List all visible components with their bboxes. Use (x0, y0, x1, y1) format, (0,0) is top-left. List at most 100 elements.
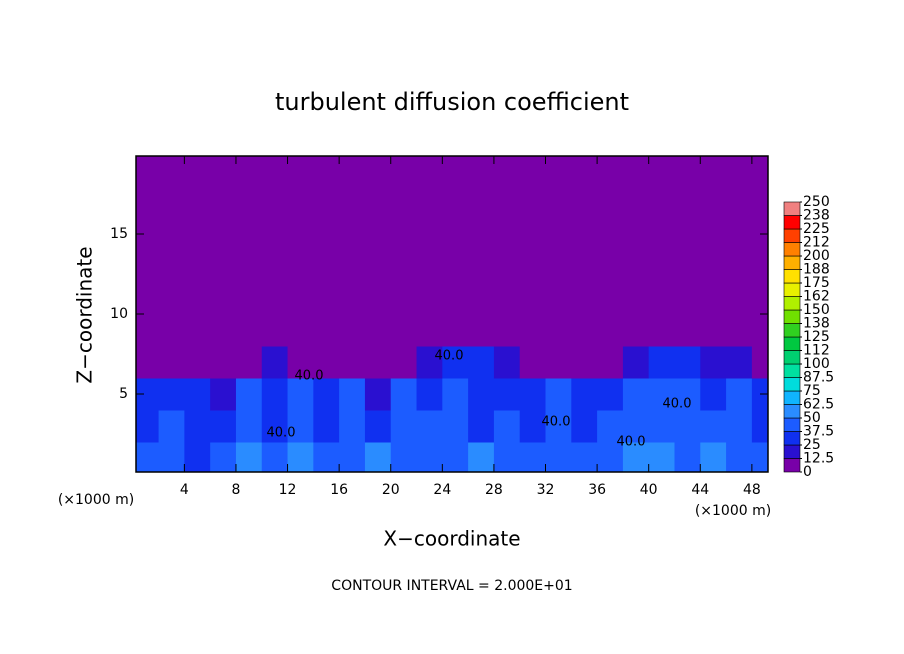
x-tick-label: 28 (485, 482, 503, 498)
cell (571, 346, 598, 379)
colorbar-label: 150 (803, 302, 830, 318)
cell (597, 442, 624, 472)
cell (390, 186, 418, 219)
cell (751, 346, 768, 379)
cell (597, 156, 624, 187)
colorbar-label: 212 (803, 235, 830, 251)
cell (364, 410, 392, 443)
cell (700, 282, 727, 315)
cell (468, 314, 495, 347)
cell (493, 186, 521, 219)
cell (726, 156, 753, 187)
cell (493, 314, 521, 347)
cell (493, 250, 521, 283)
x-tick-label: 32 (537, 482, 555, 498)
cell (519, 378, 547, 411)
cell (519, 410, 547, 443)
cell (493, 218, 521, 251)
cell (235, 282, 263, 315)
contour-label: 40.0 (542, 415, 571, 430)
cell (726, 250, 753, 283)
cell (597, 250, 624, 283)
cell (364, 346, 392, 379)
cell (235, 186, 263, 219)
cell (210, 156, 237, 187)
colorbar-segment (783, 309, 801, 324)
cell (339, 218, 366, 251)
cell (597, 282, 624, 315)
cell (390, 346, 418, 379)
cell (545, 314, 572, 347)
cell (235, 410, 263, 443)
cell (751, 186, 768, 219)
cell (622, 186, 650, 219)
x-tick-label: 16 (330, 482, 348, 498)
colorbar-segment (783, 431, 801, 446)
cell (493, 282, 521, 315)
cell (674, 186, 701, 219)
cell (261, 282, 289, 315)
cell (468, 250, 495, 283)
contour-interval: CONTOUR INTERVAL = 2.000E+01 (331, 578, 572, 594)
cell (158, 186, 185, 219)
cell (287, 218, 314, 251)
cell (545, 156, 572, 187)
cell (416, 218, 443, 251)
colorbar-segment (783, 255, 801, 270)
cell (519, 282, 547, 315)
colorbar-label: 238 (803, 208, 830, 224)
colorbar-label: 138 (803, 316, 830, 332)
cell (235, 314, 263, 347)
cell (339, 378, 366, 411)
cell (364, 156, 392, 187)
cell (313, 186, 340, 219)
cell (313, 378, 340, 411)
cell (674, 314, 701, 347)
cell (674, 282, 701, 315)
cell (287, 442, 314, 472)
cell (261, 410, 289, 443)
cell (136, 346, 160, 379)
cell (442, 442, 469, 472)
cell (545, 378, 572, 411)
x-tick-label: 4 (180, 482, 189, 498)
cell (545, 442, 572, 472)
cell (313, 314, 340, 347)
cell (571, 314, 598, 347)
colorbar-label: 188 (803, 262, 830, 278)
cell (364, 314, 392, 347)
cell (364, 186, 392, 219)
cell (519, 218, 547, 251)
cell (726, 410, 753, 443)
cell (622, 218, 650, 251)
cell (468, 410, 495, 443)
x-axis-label: X−coordinate (383, 527, 520, 551)
cell (468, 218, 495, 251)
cell (700, 186, 727, 219)
cell (158, 442, 185, 472)
cell (648, 218, 675, 251)
cell (597, 186, 624, 219)
cell (519, 346, 547, 379)
cell (674, 218, 701, 251)
cell (648, 442, 675, 472)
x-tick-label: 12 (279, 482, 297, 498)
cell (390, 442, 418, 472)
cell (158, 156, 185, 187)
cell (726, 346, 753, 379)
cell (674, 378, 701, 411)
cell (545, 282, 572, 315)
cell (261, 442, 289, 472)
cell (184, 282, 211, 315)
cell (261, 378, 289, 411)
cell (158, 410, 185, 443)
cell (184, 314, 211, 347)
cell (261, 218, 289, 251)
colorbar-label: 112 (803, 343, 830, 359)
cell (184, 156, 211, 187)
contour-label: 40.0 (663, 397, 692, 412)
cell (313, 346, 340, 379)
cell (416, 346, 443, 379)
cell (468, 156, 495, 187)
cell (442, 250, 469, 283)
